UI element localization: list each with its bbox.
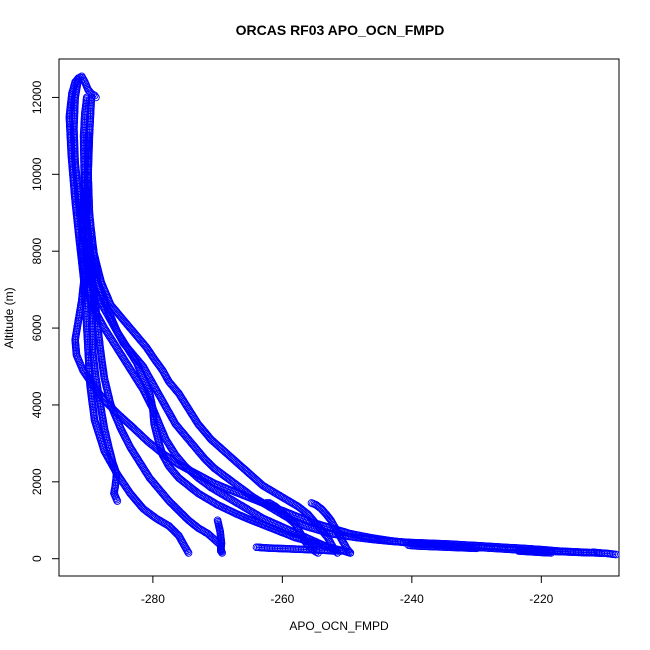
data-point [222, 473, 230, 481]
y-tick-label: 8000 [30, 238, 44, 265]
data-point [149, 353, 158, 362]
series-line [81, 174, 341, 552]
data-point [147, 510, 155, 519]
data-point [173, 388, 182, 396]
data-point [227, 477, 236, 485]
data-point [149, 512, 158, 521]
chart-title: ORCAS RF03 APO_OCN_FMPD [236, 22, 445, 38]
data-point [154, 361, 163, 370]
x-tick-label: -280 [141, 592, 165, 606]
data-point [113, 497, 122, 505]
data-point [229, 478, 238, 487]
data-point [193, 523, 201, 531]
data-point [232, 480, 241, 489]
y-tick-label: 0 [30, 555, 44, 562]
data-point [147, 351, 156, 359]
x-tick-label: -260 [270, 592, 294, 606]
data-point [143, 507, 151, 516]
data-point [193, 488, 201, 497]
data-point [293, 502, 302, 510]
data-point [218, 470, 226, 478]
data-point [184, 549, 193, 557]
plot-frame [58, 58, 620, 577]
data-point [216, 469, 225, 478]
data-point [141, 342, 150, 350]
data-point [144, 508, 153, 517]
x-axis: -280 -260 -240 -220 [141, 575, 554, 606]
data-point [148, 352, 157, 361]
data-point [220, 472, 229, 480]
data-point [226, 476, 234, 484]
data-point [611, 550, 620, 559]
series-line [86, 97, 616, 555]
data-point [231, 479, 239, 488]
data-point [210, 464, 219, 473]
x-axis-label: APO_OCN_FMPD [289, 619, 389, 633]
y-tick-label: 4000 [30, 391, 44, 418]
y-axis-label: Altitude (m) [2, 287, 16, 348]
data-point [246, 491, 255, 500]
data-point [156, 363, 165, 372]
data-point [211, 465, 220, 474]
data-point [148, 511, 157, 520]
data-point [183, 547, 192, 556]
data-point [228, 477, 237, 486]
x-tick-label: -220 [529, 592, 553, 606]
data-point [224, 475, 233, 483]
series-4 [82, 93, 620, 559]
data-point [173, 530, 182, 539]
data-point [257, 480, 266, 489]
plot-marks [65, 72, 620, 559]
y-tick-label: 6000 [30, 314, 44, 341]
y-tick-label: 2000 [30, 468, 44, 495]
data-point [145, 509, 154, 518]
data-point [223, 474, 232, 482]
y-tick-label: 12000 [30, 80, 44, 114]
data-point [155, 362, 164, 371]
data-point [219, 471, 228, 479]
data-point [144, 346, 152, 354]
y-tick-label: 10000 [30, 157, 44, 191]
data-point [150, 354, 159, 363]
x-tick-label: -240 [400, 592, 424, 606]
y-axis: 0 2000 4000 6000 8000 10000 12000 [30, 80, 60, 562]
data-point [154, 360, 162, 368]
